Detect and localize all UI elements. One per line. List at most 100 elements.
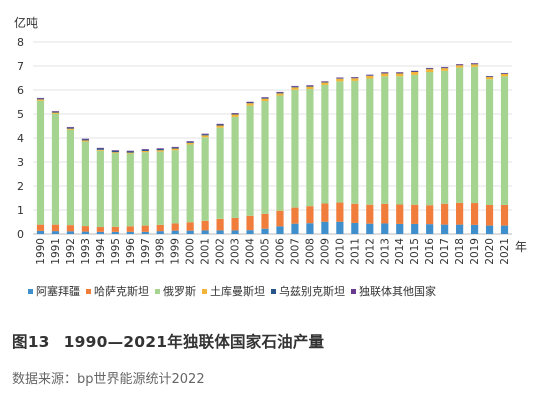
bar-segment [500, 73, 509, 77]
bar-segment [171, 230, 179, 234]
bar-segment [411, 74, 419, 205]
bar-segment [351, 77, 359, 78]
figure-caption: 图13 1990—2021年独联体国家石油产量 [12, 330, 324, 352]
figure-title: 1990—2021年独联体国家石油产量 [63, 333, 325, 351]
bar-segment [291, 86, 299, 88]
bar-segment [246, 101, 254, 103]
bar-segment [156, 231, 164, 234]
bar-segment [51, 111, 60, 113]
bar-segment [66, 126, 75, 128]
bar-segment [456, 224, 464, 234]
bar-segment [186, 141, 194, 143]
bar-segment [201, 135, 209, 138]
y-tick-label: 3 [17, 156, 24, 169]
x-tick-label: 2020 [484, 238, 496, 265]
legend-item: 土库曼斯坦 [202, 283, 265, 299]
bar-segment [186, 144, 194, 223]
bar-segment [470, 63, 479, 64]
bar-segment [470, 224, 479, 234]
x-tick-label: 1990 [35, 238, 47, 265]
bar-segment [321, 82, 329, 85]
bar-segment [141, 225, 149, 232]
y-tick-label: 1 [17, 204, 24, 217]
bar-segment [276, 91, 284, 93]
legend-swatch [202, 288, 207, 294]
x-tick-label: 1998 [155, 238, 167, 265]
bar-segment [186, 222, 194, 231]
x-axis-label: 年 [515, 240, 527, 254]
x-tick-label: 2015 [409, 238, 421, 265]
legend-label: 俄罗斯 [163, 285, 196, 298]
bar-segment [246, 230, 254, 234]
bar-segment [96, 147, 104, 149]
x-tick-label: 2010 [334, 238, 346, 265]
x-tick-labels: 1990 1991 1992 1993 1994 1995 1996 1997 1998 1999… [35, 238, 511, 265]
y-tick-label: 4 [17, 132, 24, 145]
bar-segment [351, 222, 359, 234]
bar-segment [485, 79, 494, 205]
bar-segment [126, 231, 134, 234]
bar-segment [426, 72, 434, 206]
bar-segment [66, 129, 75, 226]
bar-segment [81, 231, 89, 234]
bar-segment [51, 113, 60, 225]
bar-segment [231, 116, 239, 218]
bar-segment [186, 230, 194, 234]
bar-segment [186, 141, 194, 142]
bar-segment [216, 125, 224, 128]
bar-segment [111, 226, 119, 232]
x-tick-label: 2017 [439, 238, 451, 265]
bar-segment [171, 148, 179, 151]
bar-segment [111, 231, 119, 234]
bar-segment [81, 138, 89, 140]
legend-item: 哈萨克斯坦 [86, 283, 149, 299]
x-tick-label: 2009 [319, 238, 331, 265]
bar-segment [96, 149, 104, 151]
legend-swatch [28, 288, 33, 294]
bar-segment [306, 85, 314, 87]
x-tick-label: 1997 [140, 238, 152, 265]
bar-segment [456, 65, 464, 68]
bar-segment [201, 137, 209, 221]
bar-segment [171, 223, 179, 231]
bar-segment [216, 127, 224, 219]
bar-segment [396, 204, 404, 224]
x-tick-label: 2013 [379, 238, 391, 265]
bar-segment [351, 80, 359, 204]
bar-segment [276, 92, 284, 94]
legend-label: 阿塞拜疆 [36, 285, 80, 298]
bar-segment [381, 76, 389, 204]
legend-item: 独联体其他国家 [351, 283, 436, 299]
bar-segment [96, 227, 104, 232]
y-tick-labels: 0 1 2 3 4 5 6 7 8 [17, 36, 24, 241]
bar-segment [291, 89, 299, 208]
x-tick-label: 2005 [260, 238, 272, 265]
y-tick-label: 6 [17, 84, 24, 97]
bar-segment [321, 221, 329, 234]
bar-segment [66, 127, 75, 129]
bar-segment [96, 148, 104, 150]
figure-number: 图13 [12, 333, 50, 351]
bar-segment [126, 152, 134, 154]
bar-segment [36, 230, 45, 234]
x-tick-label: 2016 [424, 238, 436, 265]
bar-segment [426, 205, 434, 225]
bar-segment [201, 220, 209, 231]
bar-segment [246, 102, 254, 104]
bar-segment [36, 97, 45, 99]
bar-segment [36, 100, 45, 225]
bar-segment [291, 207, 299, 224]
bar-segment [231, 230, 239, 234]
bar-segment [396, 76, 404, 205]
bar-segment [81, 140, 89, 142]
bar-segment [441, 224, 449, 234]
x-tick-label: 2012 [364, 238, 376, 265]
legend-label: 哈萨克斯坦 [94, 285, 149, 298]
bar-segment [51, 224, 60, 232]
bar-segment [276, 93, 284, 96]
x-tick-label: 2014 [394, 238, 406, 265]
bar-segment [485, 204, 494, 226]
bar-segment [500, 204, 509, 226]
x-tick-label: 2001 [200, 238, 212, 265]
